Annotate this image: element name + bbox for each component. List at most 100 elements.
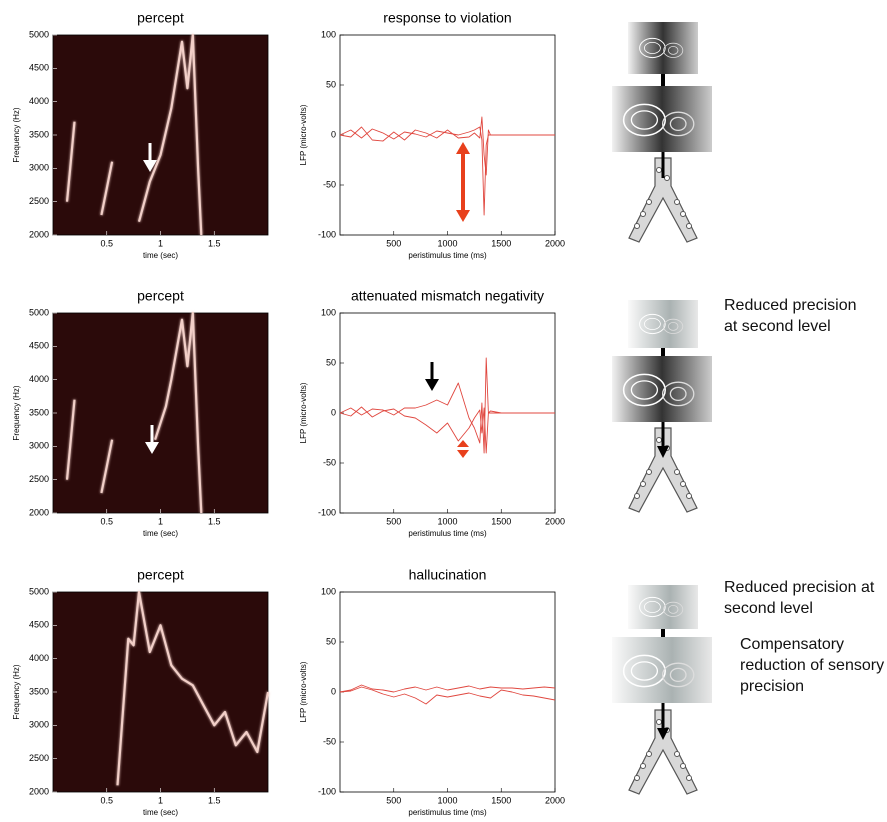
y-tick-label: -100 [318, 229, 336, 239]
chart-title: percept [137, 10, 184, 26]
series-line [65, 33, 203, 236]
x-tick-label: 0.5 [100, 516, 113, 526]
y-tick-label: 2000 [29, 507, 49, 517]
annotation: Reduced precision at second level [724, 579, 875, 617]
y-tick-label: 3000 [29, 163, 49, 173]
y-axis-label: LFP (micro-volts) [299, 382, 308, 443]
x-tick-label: 1.5 [208, 516, 221, 526]
y-tick-label: 0 [331, 407, 336, 417]
y-axis-label: Frequency (Hz) [12, 107, 21, 162]
y-tick-label: -50 [323, 179, 336, 189]
y-tick-label: 50 [326, 79, 336, 89]
y-axis-label: LFP (micro-volts) [299, 104, 308, 165]
chart-title: percept [137, 567, 184, 583]
series-line [339, 686, 556, 705]
x-axis-label: time (sec) [143, 808, 178, 817]
series-line [116, 590, 270, 786]
x-tick-label: 1 [158, 516, 163, 526]
y-tick-label: 4000 [29, 96, 49, 106]
y-tick-label: 0 [331, 686, 336, 696]
annotation: Compensatory reduction of sensory precis… [740, 636, 885, 695]
y-tick-label: 3000 [29, 720, 49, 730]
y-tick-label: -50 [323, 457, 336, 467]
diagram [612, 22, 712, 243]
x-tick-label: 1500 [491, 238, 511, 248]
x-tick-label: 2000 [545, 238, 565, 248]
x-tick-label: 1000 [437, 516, 457, 526]
y-tick-label: 2500 [29, 753, 49, 763]
y-tick-label: 5000 [29, 307, 49, 317]
y-tick-label: 4500 [29, 620, 49, 630]
chart-title: response to violation [383, 10, 511, 26]
x-tick-label: 1500 [491, 516, 511, 526]
y-tick-label: 5000 [29, 586, 49, 596]
y-tick-label: -100 [318, 786, 336, 796]
annotation: Reduced precision at second level [724, 297, 857, 335]
y-tick-label: 100 [321, 586, 336, 596]
plot-area [339, 591, 556, 793]
x-tick-label: 500 [386, 238, 401, 248]
y-tick-label: 4500 [29, 341, 49, 351]
x-axis-label: time (sec) [143, 529, 178, 538]
x-tick-label: 1.5 [208, 238, 221, 248]
y-tick-label: 2500 [29, 474, 49, 484]
x-axis-label: peristimulus time (ms) [408, 808, 487, 817]
x-tick-label: 2000 [545, 795, 565, 805]
x-tick-label: 1000 [437, 238, 457, 248]
y-tick-label: 4000 [29, 653, 49, 663]
y-tick-label: 3500 [29, 686, 49, 696]
red-arrow [456, 142, 470, 222]
x-tick-label: 1 [158, 795, 163, 805]
x-tick-label: 0.5 [100, 795, 113, 805]
diagram [612, 585, 712, 795]
black-arrow [425, 362, 439, 391]
plot-area [52, 34, 269, 236]
y-tick-label: 0 [331, 129, 336, 139]
white-arrow [145, 425, 159, 454]
y-tick-label: 2000 [29, 229, 49, 239]
y-tick-label: 2000 [29, 786, 49, 796]
white-arrow [143, 143, 157, 172]
y-tick-label: 2500 [29, 196, 49, 206]
x-tick-label: 1.5 [208, 795, 221, 805]
x-tick-label: 2000 [545, 516, 565, 526]
x-tick-label: 0.5 [100, 238, 113, 248]
series-line [339, 684, 556, 693]
y-axis-label: Frequency (Hz) [12, 385, 21, 440]
chart-title: attenuated mismatch negativity [351, 288, 544, 304]
y-tick-label: 3000 [29, 441, 49, 451]
plot-area [52, 591, 269, 793]
series-line [339, 116, 555, 176]
x-axis-label: peristimulus time (ms) [408, 529, 487, 538]
x-tick-label: 1500 [491, 795, 511, 805]
y-tick-label: 4000 [29, 374, 49, 384]
x-tick-label: 1 [158, 238, 163, 248]
y-tick-label: 100 [321, 307, 336, 317]
chart-title: hallucination [409, 567, 487, 583]
y-tick-label: 100 [321, 29, 336, 39]
y-axis-label: Frequency (Hz) [12, 664, 21, 719]
x-tick-label: 500 [386, 795, 401, 805]
y-tick-label: 3500 [29, 407, 49, 417]
y-tick-label: 4500 [29, 63, 49, 73]
x-tick-label: 1000 [437, 795, 457, 805]
x-axis-label: time (sec) [143, 251, 178, 260]
y-tick-label: 50 [326, 636, 336, 646]
series-line [65, 311, 203, 514]
y-tick-label: -100 [318, 507, 336, 517]
series-line [339, 357, 555, 454]
red-arrow [457, 440, 469, 458]
diagram [612, 300, 712, 513]
series-line [339, 406, 555, 454]
chart-title: percept [137, 288, 184, 304]
y-tick-label: 3500 [29, 129, 49, 139]
x-tick-label: 500 [386, 516, 401, 526]
y-axis-label: LFP (micro-volts) [299, 661, 308, 722]
x-axis-label: peristimulus time (ms) [408, 251, 487, 260]
y-tick-label: 5000 [29, 29, 49, 39]
plot-area [52, 312, 269, 514]
y-tick-label: -50 [323, 736, 336, 746]
y-tick-label: 50 [326, 357, 336, 367]
